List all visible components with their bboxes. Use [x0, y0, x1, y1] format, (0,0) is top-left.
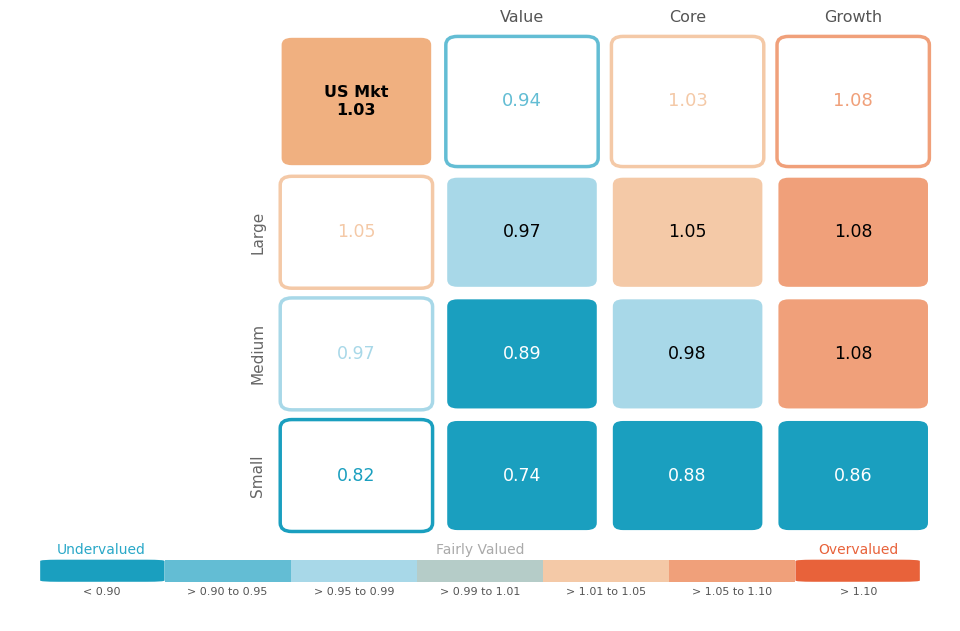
Text: 0.86: 0.86: [834, 466, 873, 485]
FancyBboxPatch shape: [612, 420, 764, 531]
Text: Large: Large: [251, 211, 265, 254]
Text: US Mkt
1.03: US Mkt 1.03: [324, 85, 389, 118]
Text: 1.05: 1.05: [668, 223, 707, 241]
FancyBboxPatch shape: [280, 37, 433, 167]
FancyBboxPatch shape: [445, 298, 598, 410]
Text: 1.08: 1.08: [834, 345, 873, 363]
Text: Growth: Growth: [824, 11, 882, 25]
Text: < 0.90: < 0.90: [83, 587, 120, 597]
FancyBboxPatch shape: [40, 560, 164, 582]
Text: > 1.10: > 1.10: [840, 587, 877, 597]
Text: Fairly Valued: Fairly Valued: [436, 543, 524, 557]
FancyBboxPatch shape: [280, 176, 433, 288]
FancyBboxPatch shape: [777, 176, 929, 288]
Text: Value: Value: [500, 11, 544, 25]
FancyBboxPatch shape: [612, 37, 764, 167]
Text: Medium: Medium: [251, 323, 265, 384]
FancyBboxPatch shape: [445, 37, 598, 167]
Text: 0.94: 0.94: [502, 93, 542, 110]
FancyBboxPatch shape: [796, 560, 920, 582]
Text: > 0.90 to 0.95: > 0.90 to 0.95: [187, 587, 268, 597]
Text: 0.74: 0.74: [503, 466, 541, 485]
FancyBboxPatch shape: [612, 298, 764, 410]
Text: Overvalued: Overvalued: [818, 543, 899, 557]
FancyBboxPatch shape: [445, 420, 598, 531]
FancyBboxPatch shape: [445, 176, 598, 288]
FancyBboxPatch shape: [291, 560, 417, 582]
FancyBboxPatch shape: [164, 560, 291, 582]
Text: > 1.05 to 1.10: > 1.05 to 1.10: [692, 587, 773, 597]
Text: > 1.01 to 1.05: > 1.01 to 1.05: [566, 587, 646, 597]
Text: 0.98: 0.98: [668, 345, 707, 363]
Text: Core: Core: [669, 11, 707, 25]
Text: Small: Small: [251, 454, 265, 497]
Text: > 0.95 to 0.99: > 0.95 to 0.99: [314, 587, 394, 597]
Text: 0.89: 0.89: [503, 345, 541, 363]
FancyBboxPatch shape: [777, 37, 929, 167]
Text: 0.82: 0.82: [337, 466, 375, 485]
Text: 0.97: 0.97: [503, 223, 541, 241]
Text: Undervalued: Undervalued: [57, 543, 146, 557]
FancyBboxPatch shape: [612, 176, 764, 288]
FancyBboxPatch shape: [417, 560, 543, 582]
Text: 1.08: 1.08: [834, 223, 873, 241]
FancyBboxPatch shape: [669, 560, 796, 582]
FancyBboxPatch shape: [777, 420, 929, 531]
FancyBboxPatch shape: [280, 298, 433, 410]
Text: > 0.99 to 1.01: > 0.99 to 1.01: [440, 587, 520, 597]
FancyBboxPatch shape: [280, 420, 433, 531]
Text: 0.88: 0.88: [668, 466, 707, 485]
Text: 1.05: 1.05: [337, 223, 375, 241]
Text: 1.03: 1.03: [667, 93, 708, 110]
Text: 0.97: 0.97: [337, 345, 375, 363]
Text: 1.08: 1.08: [833, 93, 873, 110]
FancyBboxPatch shape: [777, 298, 929, 410]
FancyBboxPatch shape: [543, 560, 669, 582]
